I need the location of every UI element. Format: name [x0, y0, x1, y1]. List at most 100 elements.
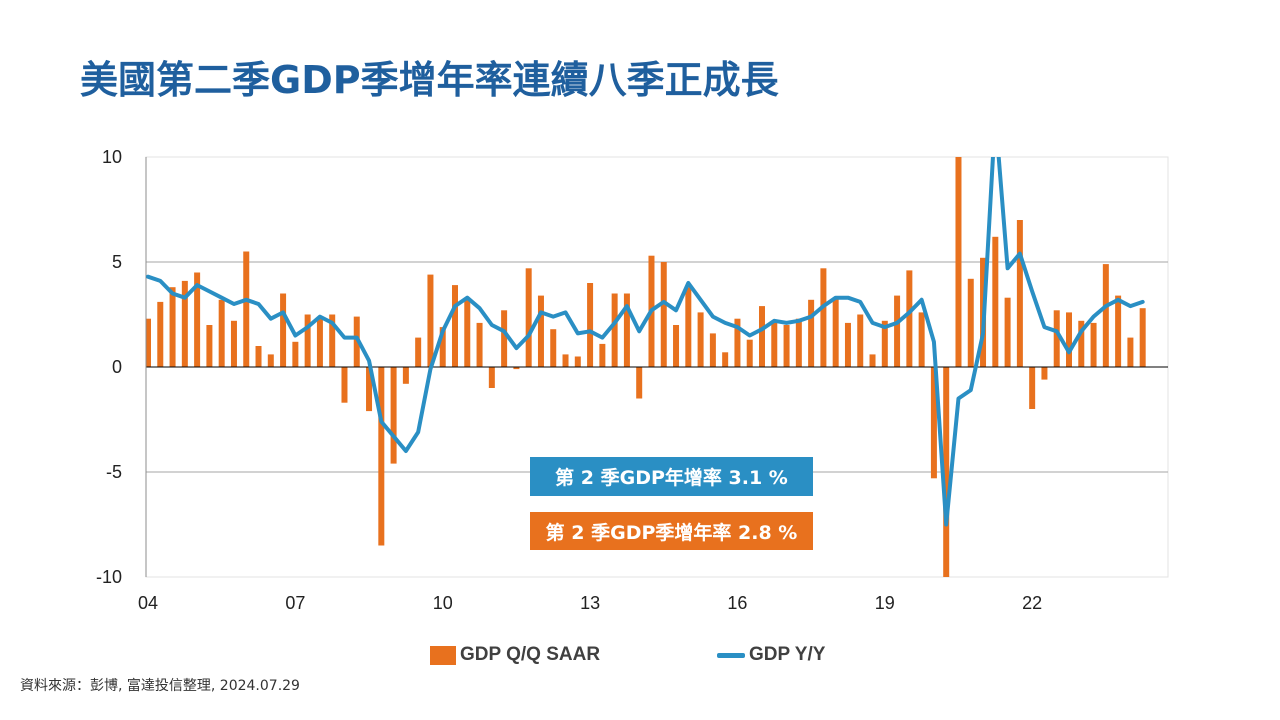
bar-gdp-qoq [146, 318, 151, 367]
legend-swatch-line [717, 653, 745, 658]
bar-gdp-qoq [660, 262, 667, 367]
bar-gdp-qoq [366, 367, 373, 412]
bar-gdp-qoq [1102, 264, 1109, 367]
bar-gdp-qoq [771, 320, 778, 367]
bar-gdp-qoq [623, 293, 630, 367]
bar-gdp-qoq [292, 341, 299, 367]
legend-swatch-bar [430, 646, 456, 665]
bar-gdp-qoq [488, 367, 495, 388]
bar-gdp-qoq [943, 367, 950, 577]
bar-gdp-qoq [206, 325, 213, 367]
bar-gdp-qoq [329, 314, 336, 367]
annotation-qoq-text: 第 2 季GDP季增年率 2.8 % [545, 521, 798, 544]
bar-gdp-qoq [1090, 322, 1097, 367]
bar-gdp-qoq [169, 287, 176, 367]
bar-gdp-qoq [550, 329, 557, 367]
bar-gdp-qoq [1004, 297, 1011, 367]
bar-gdp-qoq [1078, 320, 1085, 367]
bar-gdp-qoq [1016, 220, 1023, 367]
bar-gdp-qoq [439, 327, 446, 367]
bar-gdp-qoq [918, 312, 925, 367]
bar-gdp-qoq [255, 346, 262, 367]
y-axis-tick-labels: 10 5 0 -5 -10 [96, 147, 122, 587]
legend-label-line: GDP Y/Y [749, 644, 826, 665]
bar-gdp-qoq [280, 293, 287, 367]
bar-gdp-qoq [476, 322, 483, 367]
y-tick-label: 5 [112, 252, 122, 272]
bar-gdp-qoq [267, 354, 274, 367]
bar-gdp-qoq [697, 312, 704, 367]
bar-gdp-qoq [685, 287, 692, 367]
annotation-yoy-text: 第 2 季GDP年增率 3.1 % [555, 467, 788, 489]
bar-gdp-qoq [390, 367, 397, 464]
bar-gdp-qoq [832, 297, 839, 367]
bar-gdp-qoq [1115, 295, 1122, 367]
bar-gdp-qoq [427, 274, 434, 367]
bar-gdp-qoq [378, 367, 385, 546]
bar-gdp-qoq [673, 325, 680, 367]
bar-gdp-qoq [955, 157, 962, 367]
bar-gdp-qoq [844, 322, 851, 367]
bar-gdp-qoq [316, 316, 323, 367]
y-tick-label: -10 [96, 567, 122, 587]
bar-gdp-qoq [230, 320, 237, 367]
bar-gdp-qoq [341, 367, 348, 403]
series-line-gdp-yoy [146, 157, 1145, 527]
bar-gdp-qoq [894, 295, 901, 367]
bar-gdp-qoq [157, 301, 164, 367]
bar-gdp-qoq [218, 299, 225, 367]
bar-gdp-qoq [181, 280, 188, 367]
x-axis-tick-labels: 04 07 10 13 16 19 22 [138, 593, 1042, 613]
x-tick-label: 22 [1022, 593, 1042, 613]
bar-gdp-qoq [967, 278, 974, 367]
bar-gdp-qoq [587, 283, 594, 367]
bar-gdp-qoq [243, 251, 250, 367]
bar-gdp-qoq [746, 339, 753, 367]
bar-gdp-qoq [304, 314, 311, 367]
bar-gdp-qoq [574, 356, 581, 367]
bar-gdp-qoq [795, 318, 802, 367]
y-tick-label: 10 [102, 147, 122, 167]
bar-series-gdp-qoq [146, 157, 1146, 577]
bar-gdp-qoq [464, 299, 471, 367]
page-title: 美國第二季GDP季增年率連續八季正成長 [80, 58, 779, 102]
bar-gdp-qoq [759, 306, 765, 367]
bar-gdp-qoq [869, 354, 876, 367]
bar-gdp-qoq [525, 268, 532, 367]
x-tick-label: 13 [580, 593, 600, 613]
bar-gdp-qoq [402, 367, 409, 384]
bar-gdp-qoq [636, 367, 643, 399]
x-tick-label: 19 [875, 593, 895, 613]
bar-gdp-qoq [1053, 310, 1060, 367]
bar-gdp-qoq [562, 354, 569, 367]
bar-gdp-qoq [599, 343, 606, 367]
x-tick-label: 16 [727, 593, 747, 613]
x-tick-label: 07 [285, 593, 305, 613]
bar-gdp-qoq [722, 352, 729, 367]
legend-label-bar: GDP Q/Q SAAR [460, 644, 601, 665]
bar-gdp-qoq [709, 333, 716, 367]
x-tick-label: 04 [138, 593, 158, 613]
bar-gdp-qoq [194, 272, 201, 367]
bar-gdp-qoq [452, 285, 458, 367]
bar-gdp-qoq [1127, 337, 1134, 367]
bar-gdp-qoq [1041, 367, 1048, 380]
bar-gdp-qoq [1066, 312, 1072, 367]
y-tick-label: -5 [106, 462, 122, 482]
bar-gdp-qoq [611, 293, 618, 367]
annotation-qoq: 第 2 季GDP季增年率 2.8 % [530, 512, 813, 550]
bar-gdp-qoq [415, 337, 422, 367]
bar-gdp-qoq [501, 310, 508, 367]
bar-gdp-qoq [881, 320, 888, 367]
y-tick-label: 0 [112, 357, 122, 377]
bar-gdp-qoq [734, 318, 741, 367]
bar-gdp-qoq [513, 367, 520, 370]
bar-gdp-qoq [808, 299, 815, 367]
bar-gdp-qoq [992, 236, 999, 367]
line-series-gdp-yoy [146, 157, 1145, 527]
bar-gdp-qoq [930, 367, 937, 479]
source-note: 資料來源：彭博, 富達投信整理, 2024.07.29 [20, 678, 300, 694]
annotation-yoy: 第 2 季GDP年增率 3.1 % [530, 457, 813, 496]
